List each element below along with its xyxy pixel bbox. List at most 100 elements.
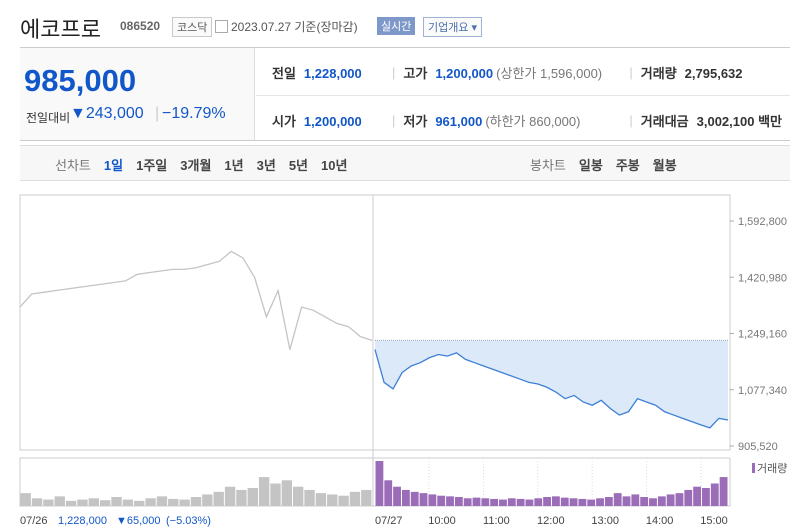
stat: 거래대금 3,002,100 백만 <box>641 111 782 130</box>
period-tab[interactable]: 1년 <box>224 158 244 173</box>
separator: | <box>155 105 160 122</box>
volume-bar <box>560 497 569 506</box>
volume-bar <box>338 495 349 506</box>
volume-bar <box>587 499 596 506</box>
volume-bar <box>516 498 525 506</box>
market-badge: 코스닥 <box>172 17 213 37</box>
volume-bar <box>578 498 587 506</box>
volume-bar <box>122 499 134 506</box>
volume-bar <box>437 495 446 506</box>
volume-bar <box>525 499 534 506</box>
volume-bar <box>604 497 613 506</box>
period-tab[interactable]: 5년 <box>288 158 309 173</box>
stat-label: 거래량 <box>640 66 677 81</box>
x-tick-label: 15:00 <box>700 515 728 527</box>
volume-bar <box>384 480 393 506</box>
volume-bar <box>190 497 202 506</box>
stat: 거래량 2,795,632 <box>641 63 743 82</box>
volume-bar <box>569 498 578 506</box>
stat: 시가 1,200,000 <box>272 111 384 130</box>
volume-bar <box>534 498 543 506</box>
footer-rate: (−5.03%) <box>166 515 211 527</box>
stat-value: 1,200,000 <box>435 66 494 81</box>
volume-bar <box>410 491 419 506</box>
candle-tabs: 봉차트 일봉 주봉 월봉 <box>530 155 690 174</box>
stat-label: 시가 <box>272 114 296 129</box>
period-tab[interactable]: 1일 <box>103 158 124 173</box>
volume-bar <box>719 477 728 506</box>
volume-bar <box>507 498 516 506</box>
stat-row: 전일 1,228,000 | 고가 1,200,000 (상한가 1,596,000) | 거… <box>272 63 743 82</box>
tab-label: 봉차트 <box>530 158 566 173</box>
volume-bar <box>281 480 293 506</box>
volume-bar <box>684 489 693 506</box>
candle-tab[interactable]: 주봉 <box>615 158 640 173</box>
date: 2023.07.27 기준(장마감) <box>231 20 358 34</box>
volume-bar <box>375 461 384 506</box>
stat-row: 시가 1,200,000 | 저가 961,000 (하한가 860,000) | 거래대금 3… <box>272 111 782 130</box>
volume-bar <box>134 500 145 506</box>
separator: | <box>629 113 633 128</box>
volume-bar <box>419 493 428 506</box>
volume-bar <box>393 486 401 506</box>
x-tick-label: 12:00 <box>537 515 565 527</box>
volume-bar <box>552 496 560 506</box>
period-tab[interactable]: 10년 <box>321 158 348 173</box>
stock-name: 에코프로 <box>20 17 101 42</box>
volume-bar <box>446 496 454 506</box>
period-tabs: 선차트 1일 1주일 3개월 1년 3년 5년 10년 <box>55 155 360 174</box>
company-button[interactable]: 기업개요 ▾ <box>423 17 483 37</box>
volume-bar <box>156 496 168 506</box>
volume-bar <box>54 496 65 506</box>
volume-bar <box>293 486 304 506</box>
volume-bar <box>213 491 224 506</box>
stat-note: (하한가 860,000) <box>485 114 581 129</box>
volume-bar <box>472 497 481 506</box>
volume-bar <box>202 494 213 506</box>
realtime-button[interactable]: 실시간 <box>377 17 416 35</box>
stat-value: 3,002,100 백만 <box>696 114 782 129</box>
volume-legend-swatch <box>752 463 755 473</box>
stat-value: 1,228,000 <box>303 66 362 81</box>
volume-bar <box>247 488 258 506</box>
candle-tab[interactable]: 월봉 <box>652 158 677 173</box>
stat: 고가 1,200,000 (상한가 1,596,000) <box>403 63 621 82</box>
period-tab[interactable]: 3개월 <box>180 158 212 173</box>
volume-bar <box>463 498 472 506</box>
separator: | <box>629 65 633 80</box>
volume-bar <box>43 499 54 506</box>
change-label: 전일대비 <box>26 111 71 125</box>
stat-value: 1,200,000 <box>303 114 362 129</box>
footer-change: ▼65,000 <box>116 515 161 527</box>
change: ▼243,000 <box>70 105 144 122</box>
volume-bar <box>640 497 649 506</box>
stat-value: 2,795,632 <box>684 66 743 81</box>
tab-label: 선차트 <box>55 158 91 173</box>
price-line <box>19 250 373 350</box>
volume-bar <box>145 498 156 506</box>
y-tick-label: 1,249,160 <box>738 329 787 341</box>
volume-bar <box>179 499 190 506</box>
x-tick-label: 11:00 <box>483 515 510 527</box>
volume-bar <box>428 494 437 506</box>
candle-tab[interactable]: 일봉 <box>578 158 603 173</box>
volume-bar <box>77 499 88 506</box>
stock-code: 086520 <box>120 19 161 33</box>
volume-bar <box>88 498 99 506</box>
period-tab[interactable]: 1주일 <box>136 158 168 173</box>
volume-bar <box>543 497 551 506</box>
volume-bar <box>675 493 684 506</box>
stat-label: 저가 <box>403 114 428 129</box>
volume-bar <box>710 483 719 506</box>
volume-bar <box>613 493 622 506</box>
tab-bar <box>20 145 790 181</box>
volume-bar <box>657 496 666 506</box>
volume-bar <box>596 498 604 506</box>
volume-bar <box>236 489 247 506</box>
price: 985,000 <box>24 63 137 98</box>
period-tab[interactable]: 3년 <box>256 158 276 173</box>
volume-bar <box>666 494 675 506</box>
